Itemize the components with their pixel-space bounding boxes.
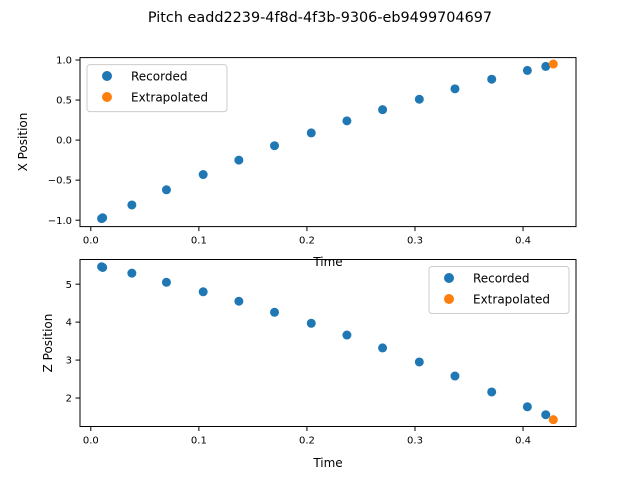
y-tick-label: 0.0 [56, 136, 72, 147]
recorded-point [234, 296, 244, 306]
recorded-point [342, 330, 352, 340]
x-tick-label: 0.1 [191, 436, 207, 447]
x-ticks: 0.0 0.1 0.2 0.3 0.4 [83, 226, 531, 247]
x-tick-label: 0.2 [299, 236, 315, 247]
legend-frame [86, 64, 228, 113]
x-tick-label: 0.0 [83, 236, 99, 247]
figure-title: Pitch eadd2239-4f8d-4f3b-9306-eb94997046… [148, 10, 492, 26]
recorded-point [342, 116, 352, 126]
recorded-point [161, 185, 171, 195]
legend-frame [428, 266, 570, 314]
extrapolated-point [548, 59, 558, 69]
recorded-point [161, 277, 171, 287]
y-tick-label: 0.5 [56, 96, 72, 107]
x-ticks: 0.0 0.1 0.2 0.3 0.4 [83, 426, 531, 447]
x-tick-label: 0.4 [515, 236, 531, 247]
y-tick-label: 4 [66, 318, 72, 329]
legend-label-recorded: Recorded [473, 272, 529, 286]
recorded-point [234, 155, 244, 165]
legend-marker-recorded [102, 71, 112, 81]
legend: Recorded Extrapolated [428, 266, 570, 314]
recorded-point [98, 262, 108, 272]
extrapolated-point [548, 415, 558, 425]
recorded-point [522, 65, 532, 75]
y-ticks: −1.0 −0.5 0.0 0.5 1.0 [48, 56, 80, 227]
recorded-point [450, 371, 460, 381]
legend: Recorded Extrapolated [86, 64, 228, 113]
legend-label-extrapolated: Extrapolated [131, 91, 208, 105]
recorded-point [487, 74, 497, 84]
y-tick-label: −0.5 [48, 176, 72, 187]
recorded-point [541, 410, 551, 420]
x-axis-label: Time [312, 255, 342, 269]
recorded-point [450, 84, 460, 94]
recorded-point [414, 357, 424, 367]
y-tick-label: 5 [66, 280, 72, 291]
x-tick-label: 0.3 [407, 236, 423, 247]
x-tick-label: 0.3 [407, 436, 423, 447]
y-ticks: 2 3 4 5 [66, 280, 80, 405]
recorded-point [270, 141, 280, 151]
recorded-point [127, 268, 137, 278]
recorded-point [378, 343, 388, 353]
recorded-point [127, 200, 137, 210]
recorded-point [541, 61, 551, 71]
recorded-point [414, 94, 424, 104]
plot-frame [79, 259, 577, 427]
x-tick-label: 0.0 [83, 436, 99, 447]
x-tick-label: 0.1 [191, 236, 207, 247]
recorded-point [487, 387, 497, 397]
recorded-point [198, 170, 208, 180]
data-points [97, 262, 558, 425]
data-points [97, 59, 558, 224]
plot-frame [79, 57, 577, 228]
subplot-x-position: 0.0 0.1 0.2 0.3 0.4 −1.0 −0.5 0.0 0.5 1.0 Time X… [16, 56, 577, 269]
recorded-point [98, 213, 108, 223]
y-axis-label: Z Position [41, 314, 55, 373]
x-tick-label: 0.2 [299, 436, 315, 447]
recorded-point [522, 402, 532, 412]
y-tick-label: 1.0 [56, 56, 72, 67]
legend-marker-extrapolated [444, 294, 454, 304]
subplot-z-position: 0.0 0.1 0.2 0.3 0.4 2 3 4 5 Time Z Position Rec… [41, 259, 577, 470]
y-tick-label: 2 [66, 394, 72, 405]
legend-marker-extrapolated [102, 92, 112, 102]
y-tick-label: 3 [66, 356, 72, 367]
y-axis-label: X Position [16, 113, 30, 172]
legend-marker-recorded [444, 273, 454, 283]
y-tick-label: −1.0 [48, 216, 72, 227]
recorded-point [306, 128, 316, 138]
x-tick-label: 0.4 [515, 436, 531, 447]
recorded-point [198, 287, 208, 297]
recorded-point [306, 318, 316, 328]
legend-label-extrapolated: Extrapolated [473, 293, 550, 307]
recorded-point [270, 307, 280, 317]
legend-label-recorded: Recorded [131, 70, 187, 84]
recorded-point [378, 105, 388, 115]
x-axis-label: Time [312, 456, 342, 470]
